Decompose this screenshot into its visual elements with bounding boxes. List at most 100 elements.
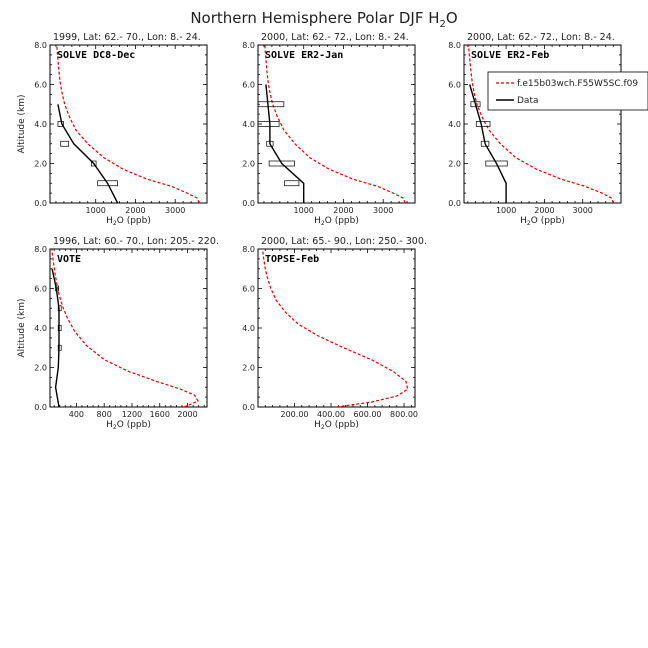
figure-title-main: Northern Hemisphere Polar DJF H: [190, 9, 439, 27]
x-tick-label: 1000: [86, 206, 106, 215]
data-error-box: [57, 325, 62, 331]
xlabel-part: H: [106, 216, 113, 226]
y-tick-label: 8.0: [34, 245, 47, 254]
x-tick-label: 1000: [496, 206, 516, 215]
legend-data-label: Data: [517, 96, 539, 106]
figure-title-end: O: [446, 9, 458, 27]
y-tick-label: 6.0: [34, 81, 47, 90]
xlabel-subscript: 2: [527, 220, 531, 227]
x-tick-label: 2000: [177, 410, 197, 419]
data-line: [57, 104, 119, 203]
data-error-box: [57, 344, 62, 351]
y-tick-label: 2.0: [34, 364, 47, 373]
panel-1: 1999, Lat: 62.- 70., Lon: 8.- 24. 0.0 2.0 4…: [17, 32, 208, 227]
xlabel-subscript: 2: [113, 220, 117, 227]
x-tick-label: 3000: [165, 206, 185, 215]
figure-title-sub: 2: [440, 19, 446, 30]
x-tick-label: 400.00: [317, 410, 345, 419]
panel-3: 2000, Lat: 62.- 72., Lon: 8.- 24. 0.0 2.0 4…: [448, 32, 648, 227]
y-tick-label: 0.0: [34, 403, 47, 412]
x-tick-label: 2000: [534, 206, 554, 215]
x-tick-label: 200.00: [281, 410, 309, 419]
x-axis-label: H2O (ppb): [314, 420, 359, 431]
campaign-label: SOLVE DC8-Dec: [57, 50, 135, 61]
y-tick-label: 4.0: [34, 324, 47, 333]
panel-header: 2000, Lat: 62.- 72., Lon: 8.- 24.: [261, 32, 409, 43]
y-tick-label: 6.0: [242, 285, 255, 294]
panel-5: 2000, Lat: 65.- 90., Lon: 250.- 300. 0.0 2…: [242, 236, 427, 431]
campaign-label: SOLVE ER2-Feb: [471, 50, 549, 61]
xlabel-part: O (ppb): [117, 420, 151, 430]
panel-header: 2000, Lat: 65.- 90., Lon: 250.- 300.: [261, 236, 427, 247]
data-error-box: [57, 121, 64, 127]
data-error-box: [284, 180, 300, 187]
plot-data-area: [468, 45, 614, 203]
data-error-box: [57, 305, 62, 312]
xlabel-part: O (ppb): [117, 216, 151, 226]
legend-model-label: f.e15b03wch.F55W5SC.f09: [517, 79, 638, 89]
campaign-label: VOTE: [57, 254, 81, 265]
x-axis-label: H2O (ppb): [314, 216, 359, 227]
x-tick-label: 3000: [573, 206, 593, 215]
data-error-box: [90, 160, 97, 167]
y-tick-label: 4.0: [448, 120, 461, 129]
panel-header: 1999, Lat: 62.- 70., Lon: 8.- 24.: [53, 32, 201, 43]
xlabel-part: O (ppb): [325, 216, 359, 226]
panels-group: 1999, Lat: 62.- 70., Lon: 8.- 24. 0.0 2.0 4…: [17, 32, 648, 431]
x-axis-label: H2O (ppb): [106, 216, 151, 227]
xlabel-part: H: [314, 420, 321, 430]
xlabel-subscript: 2: [321, 424, 325, 431]
data-error-box: [266, 140, 274, 147]
y-tick-label: 2.0: [242, 364, 255, 373]
model-line: [468, 45, 614, 203]
y-axis-label: Altitude (km): [17, 94, 27, 153]
x-tick-label: 800.00: [390, 410, 418, 419]
xlabel-part: H: [520, 216, 527, 226]
y-tick-label: 0.0: [448, 199, 461, 208]
x-tick-label: 2000: [125, 206, 145, 215]
figure-title: Northern Hemisphere Polar DJF H2O: [190, 9, 457, 30]
data-error-box: [258, 101, 285, 108]
plot-frame: [49, 248, 208, 408]
x-tick-label: 2000: [333, 206, 353, 215]
plot-data-area: [258, 45, 406, 203]
data-line: [265, 84, 305, 203]
plot-frame: [257, 248, 416, 408]
xlabel-subscript: 2: [113, 424, 117, 431]
data-error-box: [470, 101, 481, 108]
y-tick-label: 6.0: [242, 81, 255, 90]
y-tick-label: 0.0: [34, 199, 47, 208]
plot-frame: [49, 44, 208, 204]
plot-data-area: [262, 249, 409, 407]
legend-box: [487, 71, 648, 111]
plot-data-area: [56, 45, 200, 203]
data-error-box: [97, 180, 118, 187]
y-tick-label: 8.0: [242, 245, 255, 254]
y-tick-label: 6.0: [448, 81, 461, 90]
panel-4: 1996, Lat: 60.- 70., Lon: 205.- 220. 0.0 2…: [17, 236, 219, 431]
y-tick-label: 0.0: [242, 199, 255, 208]
x-tick-label: 1000: [294, 206, 314, 215]
x-tick-label: 600.00: [354, 410, 382, 419]
y-tick-label: 6.0: [34, 285, 47, 294]
x-tick-label: 3000: [373, 206, 393, 215]
xlabel-part: H: [106, 420, 113, 430]
x-tick-label: 400: [69, 410, 84, 419]
y-tick-label: 8.0: [242, 41, 255, 50]
panel-2: 2000, Lat: 62.- 72., Lon: 8.- 24. 0.0 2.0 4…: [242, 32, 416, 227]
y-tick-label: 4.0: [242, 120, 255, 129]
x-axis-label: H2O (ppb): [106, 420, 151, 431]
data-error-box: [475, 121, 491, 127]
campaign-label: TOPSE-Feb: [265, 254, 319, 265]
campaign-label: SOLVE ER2-Jan: [265, 50, 343, 61]
y-tick-label: 2.0: [448, 160, 461, 169]
y-tick-label: 2.0: [34, 160, 47, 169]
xlabel-part: O (ppb): [531, 216, 565, 226]
plot-data-area: [51, 249, 199, 407]
model-line: [262, 249, 409, 407]
data-error-box: [258, 121, 280, 127]
data-error-box: [55, 285, 59, 292]
x-axis-label: H2O (ppb): [520, 216, 565, 227]
xlabel-part: H: [314, 216, 321, 226]
